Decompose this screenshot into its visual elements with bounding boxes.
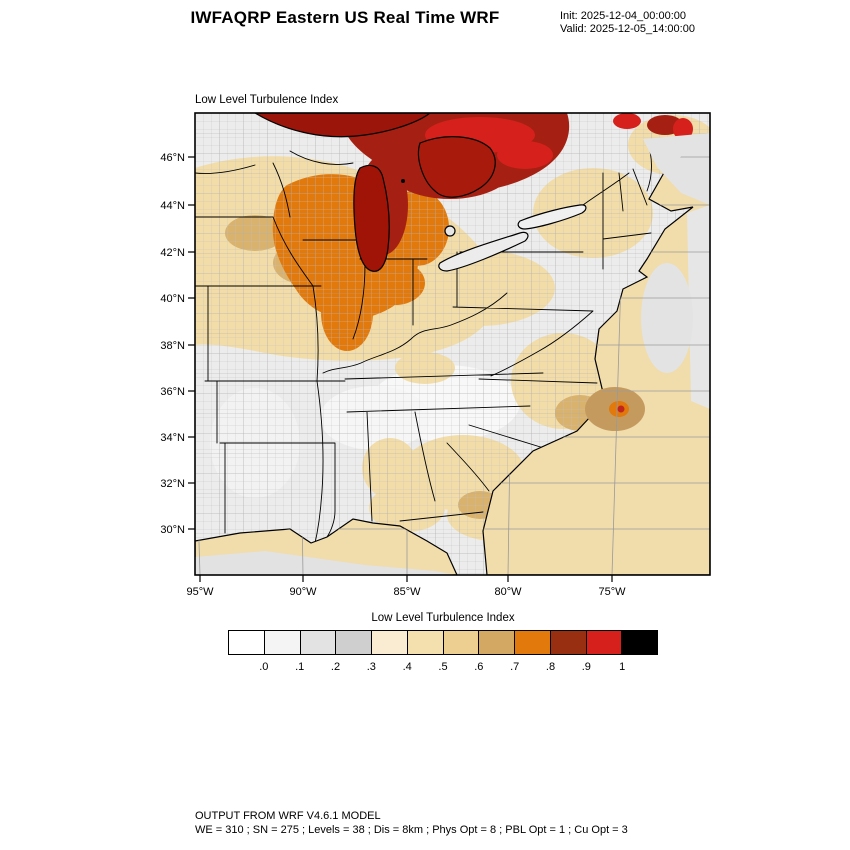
colorbar-tick-label: .5	[438, 661, 448, 673]
colorbar-box-8	[514, 630, 551, 655]
colorbar-tick-label: .2	[330, 661, 341, 673]
colorbar-box-0	[228, 630, 265, 655]
colorbar-ticks: .0 .1 .2 .3 .4 .5 .6 .7 .8 .9 1	[228, 661, 658, 675]
ocean	[195, 133, 710, 575]
run-times: Init: 2025-12-04_00:00:00 Valid: 2025-12…	[560, 10, 695, 36]
lat-label: 44°N	[160, 200, 185, 212]
lat-label: 30°N	[160, 524, 185, 536]
lon-label: 85°W	[393, 586, 421, 598]
colorbar-box-7	[478, 630, 515, 655]
lat-label: 36°N	[160, 386, 185, 398]
page-title: IWFAQRP Eastern US Real Time WRF	[190, 8, 500, 27]
state-borders	[195, 140, 652, 560]
colorbar-tick-label: .0	[259, 661, 269, 673]
colorbar-tick-label: .1	[295, 661, 305, 673]
lake-michigan	[353, 164, 390, 272]
lake-st-clair	[444, 225, 456, 237]
colorbar-tick-label: .3	[366, 661, 376, 673]
colorbar-box-5	[406, 630, 444, 655]
lon-label: 80°W	[494, 586, 522, 598]
colorbar-tick-label: .9	[581, 661, 591, 673]
footer-line1: OUTPUT FROM WRF V4.6.1 MODEL	[195, 810, 381, 822]
colorbar-box-9	[549, 630, 587, 655]
lat-axis-ticks	[188, 156, 195, 530]
footer: OUTPUT FROM WRF V4.6.1 MODEL WE = 310 ; …	[195, 810, 628, 837]
colorbar-box-2	[299, 630, 337, 655]
colorbar-tick-label: .8	[545, 661, 556, 673]
footer-line2: WE = 310 ; SN = 275 ; Levels = 38 ; Dis …	[195, 823, 628, 836]
lake-superior	[253, 113, 431, 138]
colorbar-box-11	[621, 630, 658, 655]
map-panel-title: Low Level Turbulence Index	[195, 94, 338, 106]
lon-axis-ticks	[199, 575, 613, 582]
colorbar-boxes	[228, 630, 658, 655]
lat-label: 38°N	[160, 340, 185, 352]
colorbar-box-4	[371, 630, 408, 655]
lat-label: 42°N	[160, 247, 185, 259]
colorbar-tick-label: .7	[510, 661, 520, 673]
lake-erie	[438, 231, 529, 272]
colorbar-title: Low Level Turbulence Index	[371, 612, 515, 624]
lon-label: 90°W	[289, 586, 317, 598]
colorbar-box-10	[585, 630, 623, 655]
colorbar-tick-label: .4	[402, 661, 412, 673]
lake-ontario	[517, 204, 587, 230]
lat-label: 40°N	[160, 293, 185, 305]
colorbar-tick-label: 1	[619, 661, 626, 673]
great-lakes	[253, 113, 587, 272]
lat-label: 34°N	[160, 432, 185, 444]
lon-label: 95°W	[186, 586, 214, 598]
valid-time: Valid: 2025-12-05_14:00:00	[560, 23, 695, 35]
init-time: Init: 2025-12-04_00:00:00	[560, 10, 686, 22]
colorbar-box-6	[442, 630, 480, 655]
turbulence-map: Low Level Turbulence Index	[160, 94, 711, 598]
colorbar-box-3	[335, 630, 372, 655]
map-frame	[194, 112, 711, 576]
map-content	[195, 113, 710, 575]
colorbar-tick-label: .6	[474, 661, 484, 673]
lake-huron	[417, 136, 496, 198]
lat-label: 46°N	[160, 152, 185, 164]
lon-axis-labels: 95°W 90°W 85°W 80°W 75°W	[186, 586, 626, 598]
lat-axis-labels: 46°N 44°N 42°N 40°N 38°N 36°N 34°N 32°N …	[160, 152, 185, 536]
colorbar-box-1	[263, 630, 301, 655]
lon-label: 75°W	[598, 586, 626, 598]
lat-label: 32°N	[160, 478, 185, 490]
